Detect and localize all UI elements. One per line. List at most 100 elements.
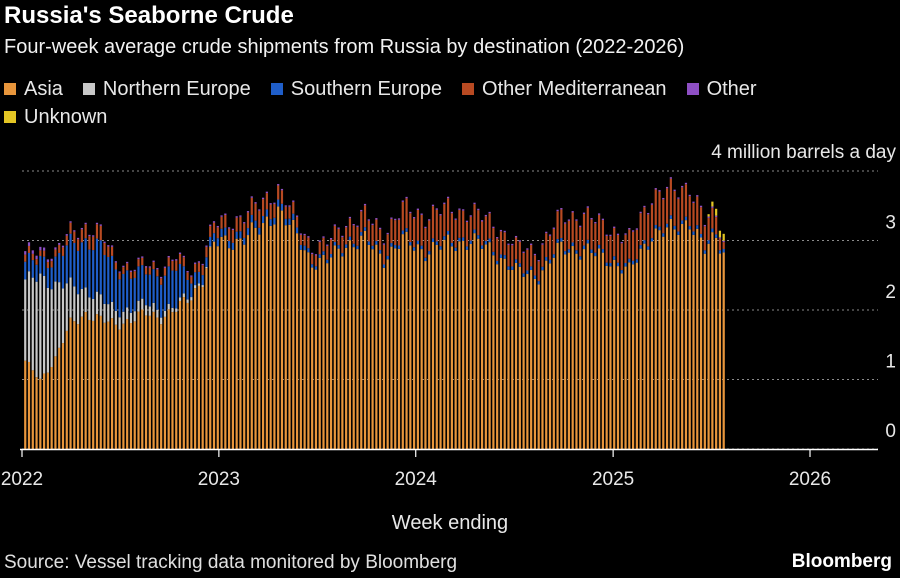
bar-segment <box>265 191 268 194</box>
bar-segment <box>84 287 87 313</box>
bar-segment <box>703 253 706 449</box>
legend-item: Asia <box>4 75 63 103</box>
bar-segment <box>560 241 563 449</box>
bar-segment <box>499 229 503 232</box>
bar-segment <box>526 270 529 274</box>
bar-segment <box>156 309 159 318</box>
bar-segment <box>533 255 537 276</box>
bar-segment <box>390 217 393 219</box>
bar-segment <box>507 243 510 245</box>
bar-segment <box>114 262 117 270</box>
bar-segment <box>246 211 250 213</box>
bar-segment <box>269 225 272 449</box>
bar-segment <box>669 177 672 179</box>
bar-segment <box>122 267 125 274</box>
bar-segment <box>722 242 725 249</box>
bar-segment <box>175 259 178 261</box>
bar-segment <box>564 223 567 252</box>
bar-segment <box>76 237 80 240</box>
bar-segment <box>269 203 272 205</box>
bar-segment <box>703 250 706 254</box>
bar-segment <box>216 225 219 228</box>
bar-segment <box>178 263 182 298</box>
bar-segment <box>80 242 83 290</box>
bar-segment <box>545 260 548 449</box>
bar-segment <box>711 228 714 233</box>
bar-segment <box>469 240 472 244</box>
bar-segment <box>363 230 367 449</box>
bar-segment <box>499 231 503 255</box>
bar-segment <box>295 233 299 449</box>
bar-segment <box>454 218 457 220</box>
legend-item: Southern Europe <box>270 75 442 103</box>
bar-segment <box>465 220 469 223</box>
bar-segment <box>103 255 106 304</box>
bar-segment <box>110 255 114 302</box>
bar-segment <box>345 244 348 248</box>
bar-segment <box>329 239 333 255</box>
bar-segment <box>205 245 208 247</box>
bar-segment <box>250 222 253 449</box>
bar-segment <box>269 219 272 226</box>
bar-segment <box>258 227 261 235</box>
bar-segment <box>424 261 427 449</box>
bar-segment <box>673 191 676 226</box>
bar-segment <box>261 215 265 224</box>
bar-segment <box>299 249 302 449</box>
bar-segment <box>722 240 725 243</box>
bar-segment <box>295 227 299 234</box>
bar-segment <box>228 228 231 241</box>
bar-segment <box>69 233 72 278</box>
bar-segment <box>288 218 291 225</box>
bar-segment <box>624 263 627 267</box>
bar-segment <box>518 263 521 267</box>
bar-segment <box>243 244 246 449</box>
bar-segment <box>80 289 83 317</box>
bar-segment <box>209 236 212 247</box>
bar-segment <box>428 220 431 252</box>
bar-segment <box>405 228 408 232</box>
bar-segment <box>337 228 340 246</box>
bar-segment <box>27 252 31 272</box>
bar-segment <box>212 221 216 223</box>
bar-segment <box>220 236 223 449</box>
bar-segment <box>137 300 140 312</box>
bar-segment <box>684 216 688 221</box>
bar-segment <box>696 225 699 229</box>
bar-segment <box>582 212 586 215</box>
bar-segment <box>598 214 601 245</box>
bar-segment <box>443 236 446 240</box>
y-tick-label: 2 <box>885 282 896 303</box>
bar-segment <box>654 224 657 229</box>
bar-segment <box>50 261 53 268</box>
bar-segment <box>341 253 344 257</box>
bar-segment <box>677 197 680 199</box>
bar-segment <box>43 247 46 251</box>
bar-segment <box>133 277 136 312</box>
bar-segment <box>416 210 419 241</box>
bar-segment <box>239 215 242 217</box>
bloomberg-logo: Bloomberg <box>791 551 892 572</box>
bar-segment <box>171 270 174 308</box>
bar-segment <box>254 227 257 449</box>
bar-segment <box>201 275 204 286</box>
bar-segment <box>356 225 359 227</box>
bar-segment <box>715 208 718 216</box>
bar-segment <box>46 287 49 373</box>
bar-segment <box>503 230 506 233</box>
bar-segment <box>605 262 608 266</box>
bar-segment <box>107 304 110 322</box>
bar-segment <box>284 218 287 226</box>
bar-segment <box>292 200 295 202</box>
bar-segment <box>92 299 95 321</box>
bar-segment <box>522 273 525 277</box>
bar-segment <box>552 254 555 258</box>
bar-segment <box>333 225 336 242</box>
bar-segment <box>594 252 597 257</box>
bar-segment <box>345 227 348 245</box>
bar-segment <box>239 216 242 232</box>
bar-segment <box>484 214 487 217</box>
bar-segment <box>337 227 340 229</box>
bar-segment <box>465 246 469 250</box>
bar-segment <box>250 197 253 215</box>
